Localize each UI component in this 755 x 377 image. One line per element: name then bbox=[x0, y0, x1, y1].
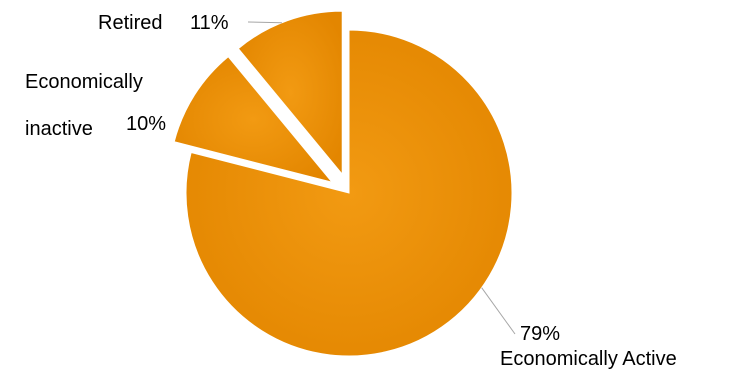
slice-label-inactive-line1: Economically bbox=[25, 71, 143, 93]
pie-slice-active bbox=[185, 29, 513, 357]
slice-value-label-retired: 11% bbox=[190, 12, 229, 34]
leader-lines bbox=[247, 21, 516, 335]
pie-slice-inactive bbox=[173, 55, 334, 184]
slice-label-inactive-line2: inactive bbox=[25, 118, 93, 140]
pie-slice-retired bbox=[237, 10, 343, 176]
slice-value-label-active: 79% bbox=[520, 323, 560, 345]
pie-slices bbox=[173, 10, 513, 357]
leader-line-retired bbox=[247, 21, 282, 24]
slice-label-active: Economically Active bbox=[500, 348, 677, 370]
slice-value-label-inactive: 10% bbox=[126, 113, 166, 135]
leader-line-active bbox=[481, 287, 516, 335]
slice-label-retired: Retired bbox=[98, 12, 162, 34]
